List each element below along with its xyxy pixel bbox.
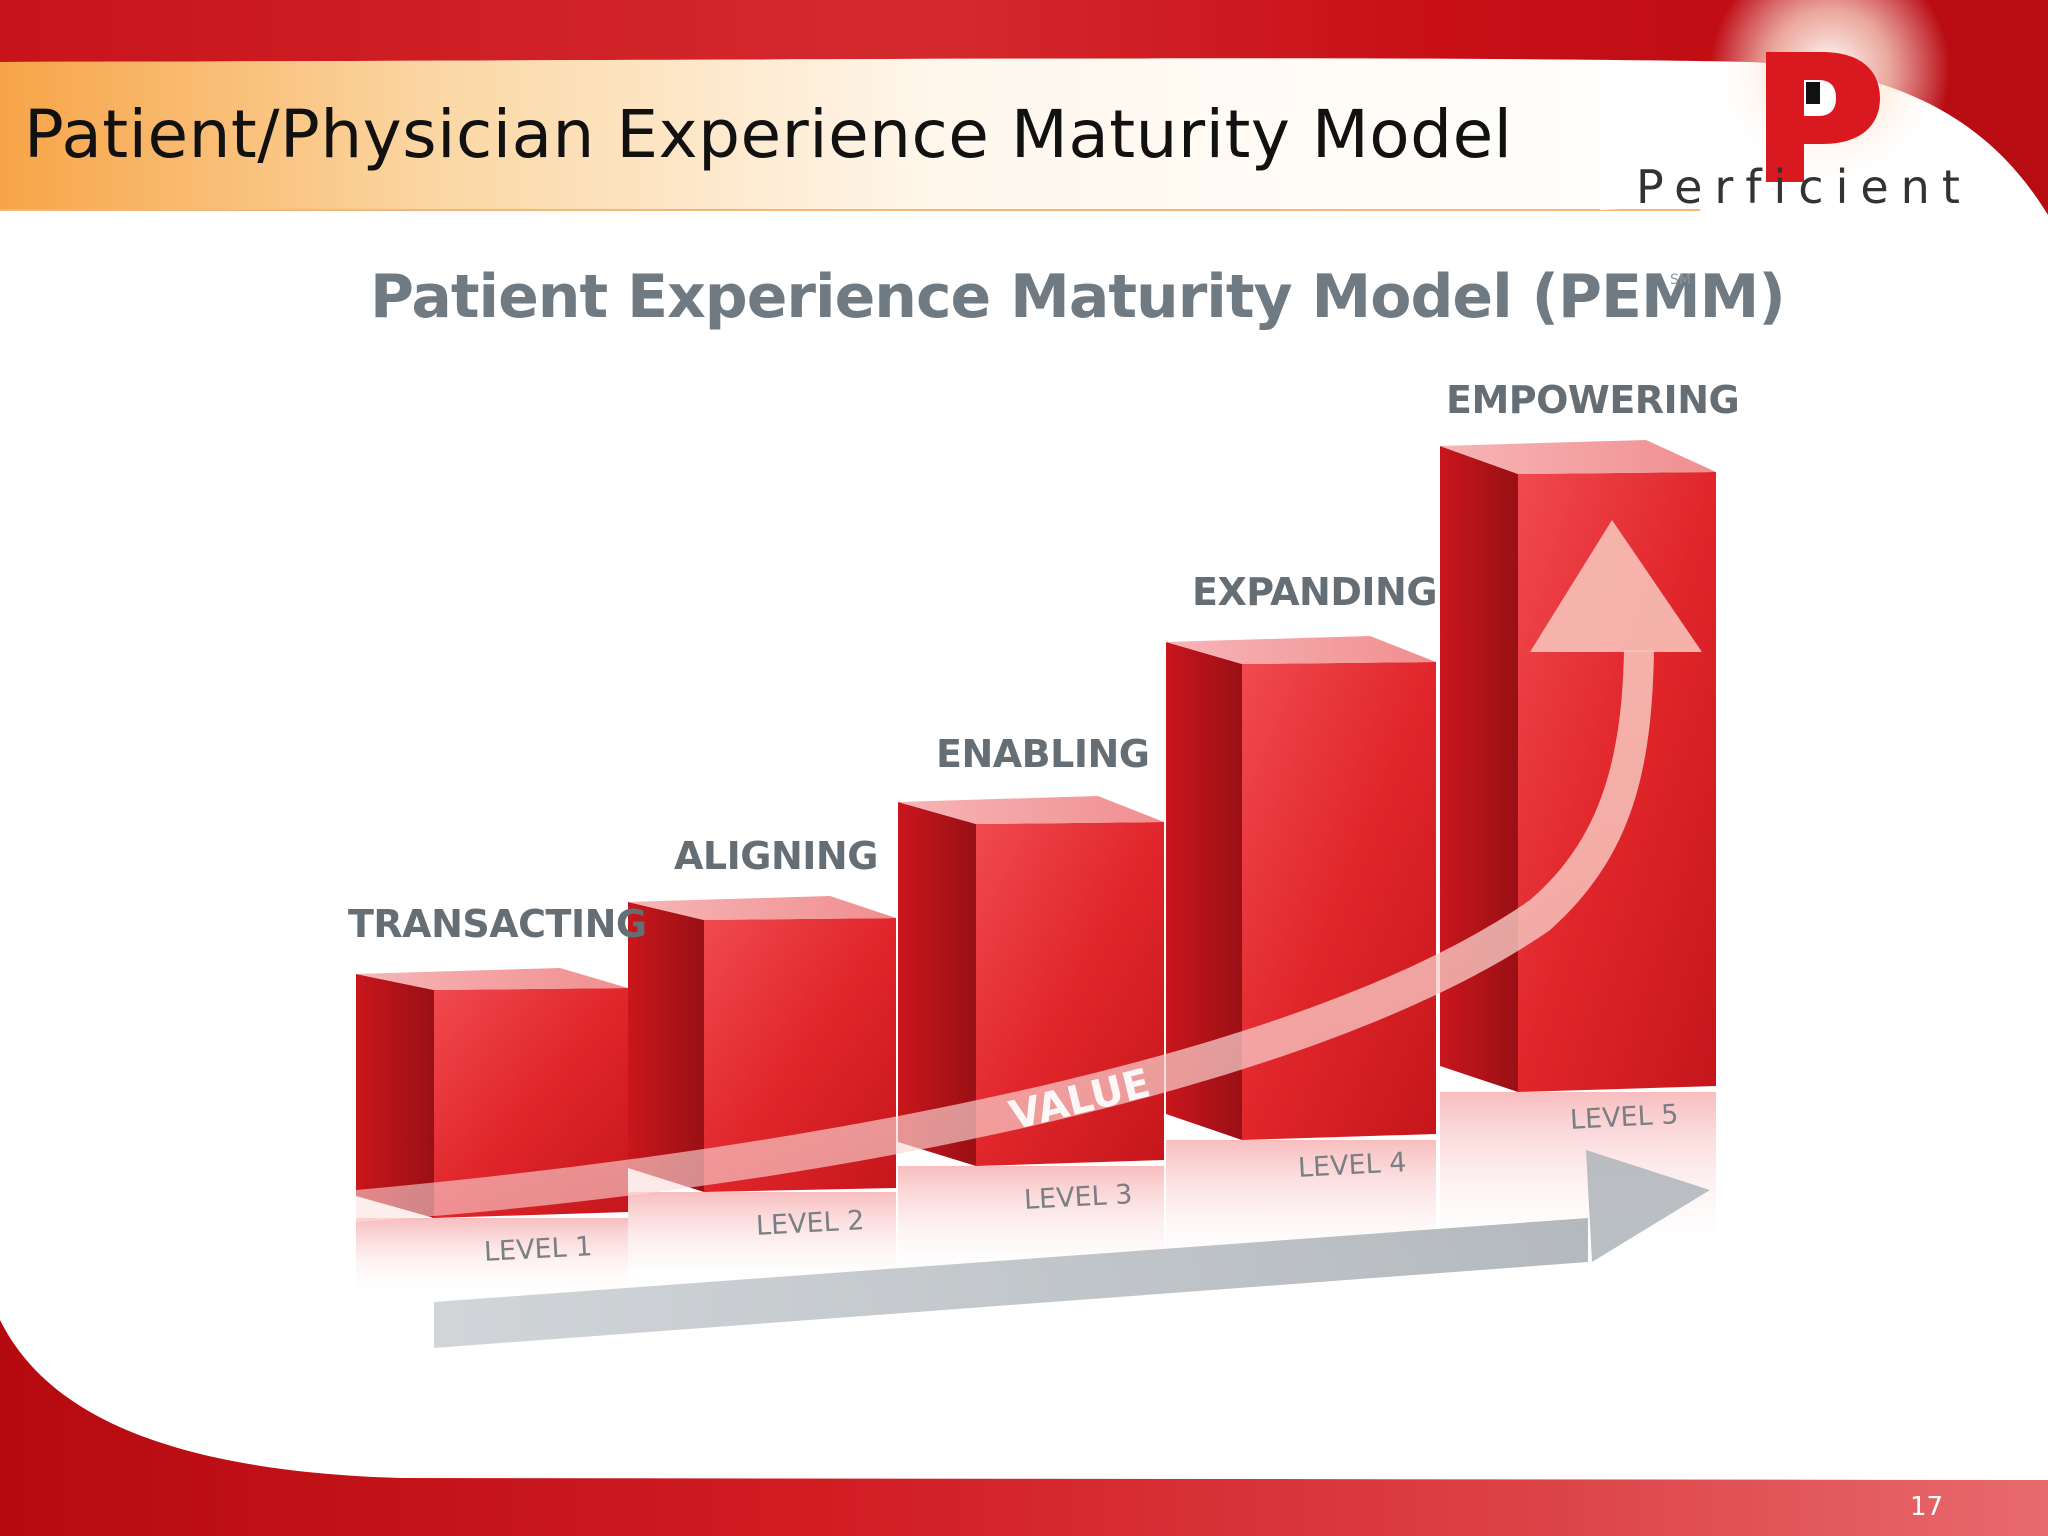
level-progress-arrow [434,1150,1710,1348]
slide-title: Patient/Physician Experience Maturity Mo… [24,96,1513,173]
page-number: 17 [1910,1492,1944,1522]
perficient-wordmark: Perficient [1636,160,1972,214]
stage-name-level-2: ALIGNING [674,834,878,878]
diagram-title: Patient Experience Maturity Model (PEMM) [370,262,1786,332]
service-mark: SM [1670,272,1691,288]
stage-name-level-3: ENABLING [936,732,1150,776]
level-3-bar [898,796,1164,1166]
level-5-bar [1440,440,1716,1092]
value-arrow-icon [356,520,1702,1222]
level-label-1: LEVEL 1 [483,1231,594,1268]
level-1-bar [356,968,628,1218]
perficient-p-logo-icon [1766,52,1880,182]
stage-name-level-5: EMPOWERING [1446,378,1740,422]
level-label-4: LEVEL 4 [1297,1147,1408,1184]
level-label-5: LEVEL 5 [1569,1099,1680,1136]
level-label-2: LEVEL 2 [755,1205,866,1242]
level-2-bar [628,896,896,1192]
stage-name-level-1: TRANSACTING [348,902,647,946]
level-label-3: LEVEL 3 [1023,1179,1134,1216]
stage-name-level-4: EXPANDING [1192,570,1438,614]
